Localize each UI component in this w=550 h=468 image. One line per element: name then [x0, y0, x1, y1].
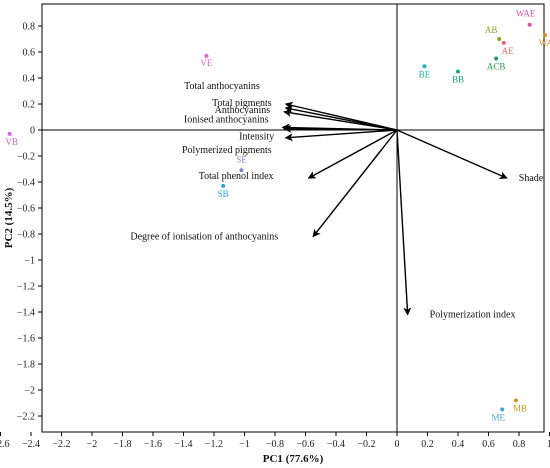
y-tick-label: 0.4: [23, 74, 36, 85]
point-label: MB: [513, 403, 527, 413]
loading-label: Polymerization index: [430, 310, 516, 321]
point-label: ME: [491, 413, 505, 423]
y-axis-ticks: 0.8 0.6 0.4 0.2 0 −0.2 −0.4 −0.6 −0.8 −1 −1.2 −1.4 −…: [17, 22, 42, 423]
loading-label: Shade: [519, 173, 544, 184]
y-tick-label: −1.8: [17, 360, 35, 371]
x-tick-label: −1.6: [144, 439, 162, 450]
point-label: VE: [200, 58, 212, 68]
x-tick-label: 0.4: [452, 439, 465, 450]
y-tick-label: 0.6: [23, 48, 36, 59]
point-label: BE: [419, 69, 431, 79]
score-points: WAE WAB AB AE ACB BE BB VE VB SE SB MB ME: [5, 9, 550, 423]
x-tick-label: −0.6: [296, 439, 314, 450]
x-axis-ticks: −2.6 −2.4 −2.2 −2 −1.8 −1.6 −1.4 −1.2 −1 −0.8 −0.6…: [0, 432, 550, 450]
y-tick-label: −0.8: [17, 230, 35, 241]
x-tick-label: −0.4: [327, 439, 345, 450]
score-point: [422, 64, 427, 69]
loading-arrow: [396, 129, 508, 179]
score-point: [497, 37, 502, 41]
loading-label: Total phenol index: [199, 171, 274, 182]
plot-frame: [41, 3, 545, 433]
y-tick-label: −0.4: [17, 178, 35, 189]
x-tick-label: 0: [395, 439, 400, 450]
point-label: WAB: [539, 38, 550, 48]
point-label: BB: [452, 75, 464, 85]
x-tick-label: −1.2: [205, 439, 223, 450]
loading-arrow: [312, 129, 398, 238]
y-tick-label: −1.4: [17, 308, 35, 319]
score-point: [513, 398, 518, 403]
score-point: [456, 69, 460, 74]
score-point: [501, 40, 506, 45]
point-label: AE: [502, 46, 514, 56]
score-point: [204, 53, 209, 58]
x-tick-label: −0.8: [266, 439, 284, 450]
point-label: AB: [485, 25, 498, 35]
y-tick-label: −1.6: [17, 334, 35, 345]
loading-label: Anthocyanins: [215, 105, 271, 116]
loading-label: Intensity: [239, 132, 274, 143]
y-tick-label: −2.2: [17, 412, 35, 423]
x-tick-label: −2: [87, 439, 98, 450]
x-tick-label: 0.8: [513, 439, 526, 450]
y-tick-label: 0: [30, 126, 35, 137]
score-point: [239, 168, 244, 173]
x-tick-label: −0.2: [357, 439, 375, 450]
loading-label: Degree of ionisation of anthocyanins: [130, 232, 278, 243]
loading-label: Total pigments: [212, 98, 272, 109]
loading-arrow: [283, 124, 398, 133]
x-tick-label: −2.6: [0, 439, 10, 450]
score-point: [221, 183, 226, 188]
loading-vectors: Total anthocyanins Total pigmentsAnthocya…: [130, 81, 543, 321]
score-point: [527, 22, 532, 27]
x-tick-label: −1.8: [113, 439, 131, 450]
y-tick-label: −1.2: [17, 282, 35, 293]
point-label: SB: [218, 189, 229, 199]
x-tick-label: −1.4: [174, 439, 192, 450]
y-tick-label: −1: [24, 256, 35, 267]
x-axis-label: PC1 (77.6%): [263, 453, 324, 465]
loading-label: Polymerized pigments: [182, 145, 272, 156]
y-tick-label: 0.8: [23, 22, 36, 33]
y-tick-label: −0.2: [17, 152, 35, 163]
zero-lines: [42, 4, 544, 432]
y-axis-label: PC2 (14.5%): [3, 187, 15, 248]
point-label: SE: [236, 154, 247, 164]
loading-arrow: [284, 129, 398, 142]
loading-label: Total anthocyanins: [184, 81, 260, 92]
score-point: [7, 131, 12, 136]
score-point: [542, 33, 547, 38]
x-tick-label: 0.6: [482, 439, 495, 450]
point-label: ACB: [487, 62, 506, 72]
score-point: [500, 407, 505, 412]
x-tick-label: 1: [547, 439, 550, 450]
point-label: VB: [5, 137, 18, 147]
x-tick-label: −1: [239, 439, 250, 450]
loading-arrow: [283, 108, 398, 131]
point-label: WAE: [516, 9, 536, 19]
loading-label: Ionised anthocyanins: [184, 114, 269, 125]
loading-arrow: [307, 129, 398, 179]
score-point: [494, 56, 499, 61]
loading-arrow: [396, 129, 412, 316]
y-tick-label: 0.2: [23, 100, 36, 111]
y-tick-label: −0.6: [17, 204, 35, 215]
x-tick-label: 0.2: [421, 439, 434, 450]
x-tick-label: −2.4: [22, 439, 40, 450]
y-tick-label: −2: [24, 386, 35, 397]
x-tick-label: −2.2: [52, 439, 70, 450]
